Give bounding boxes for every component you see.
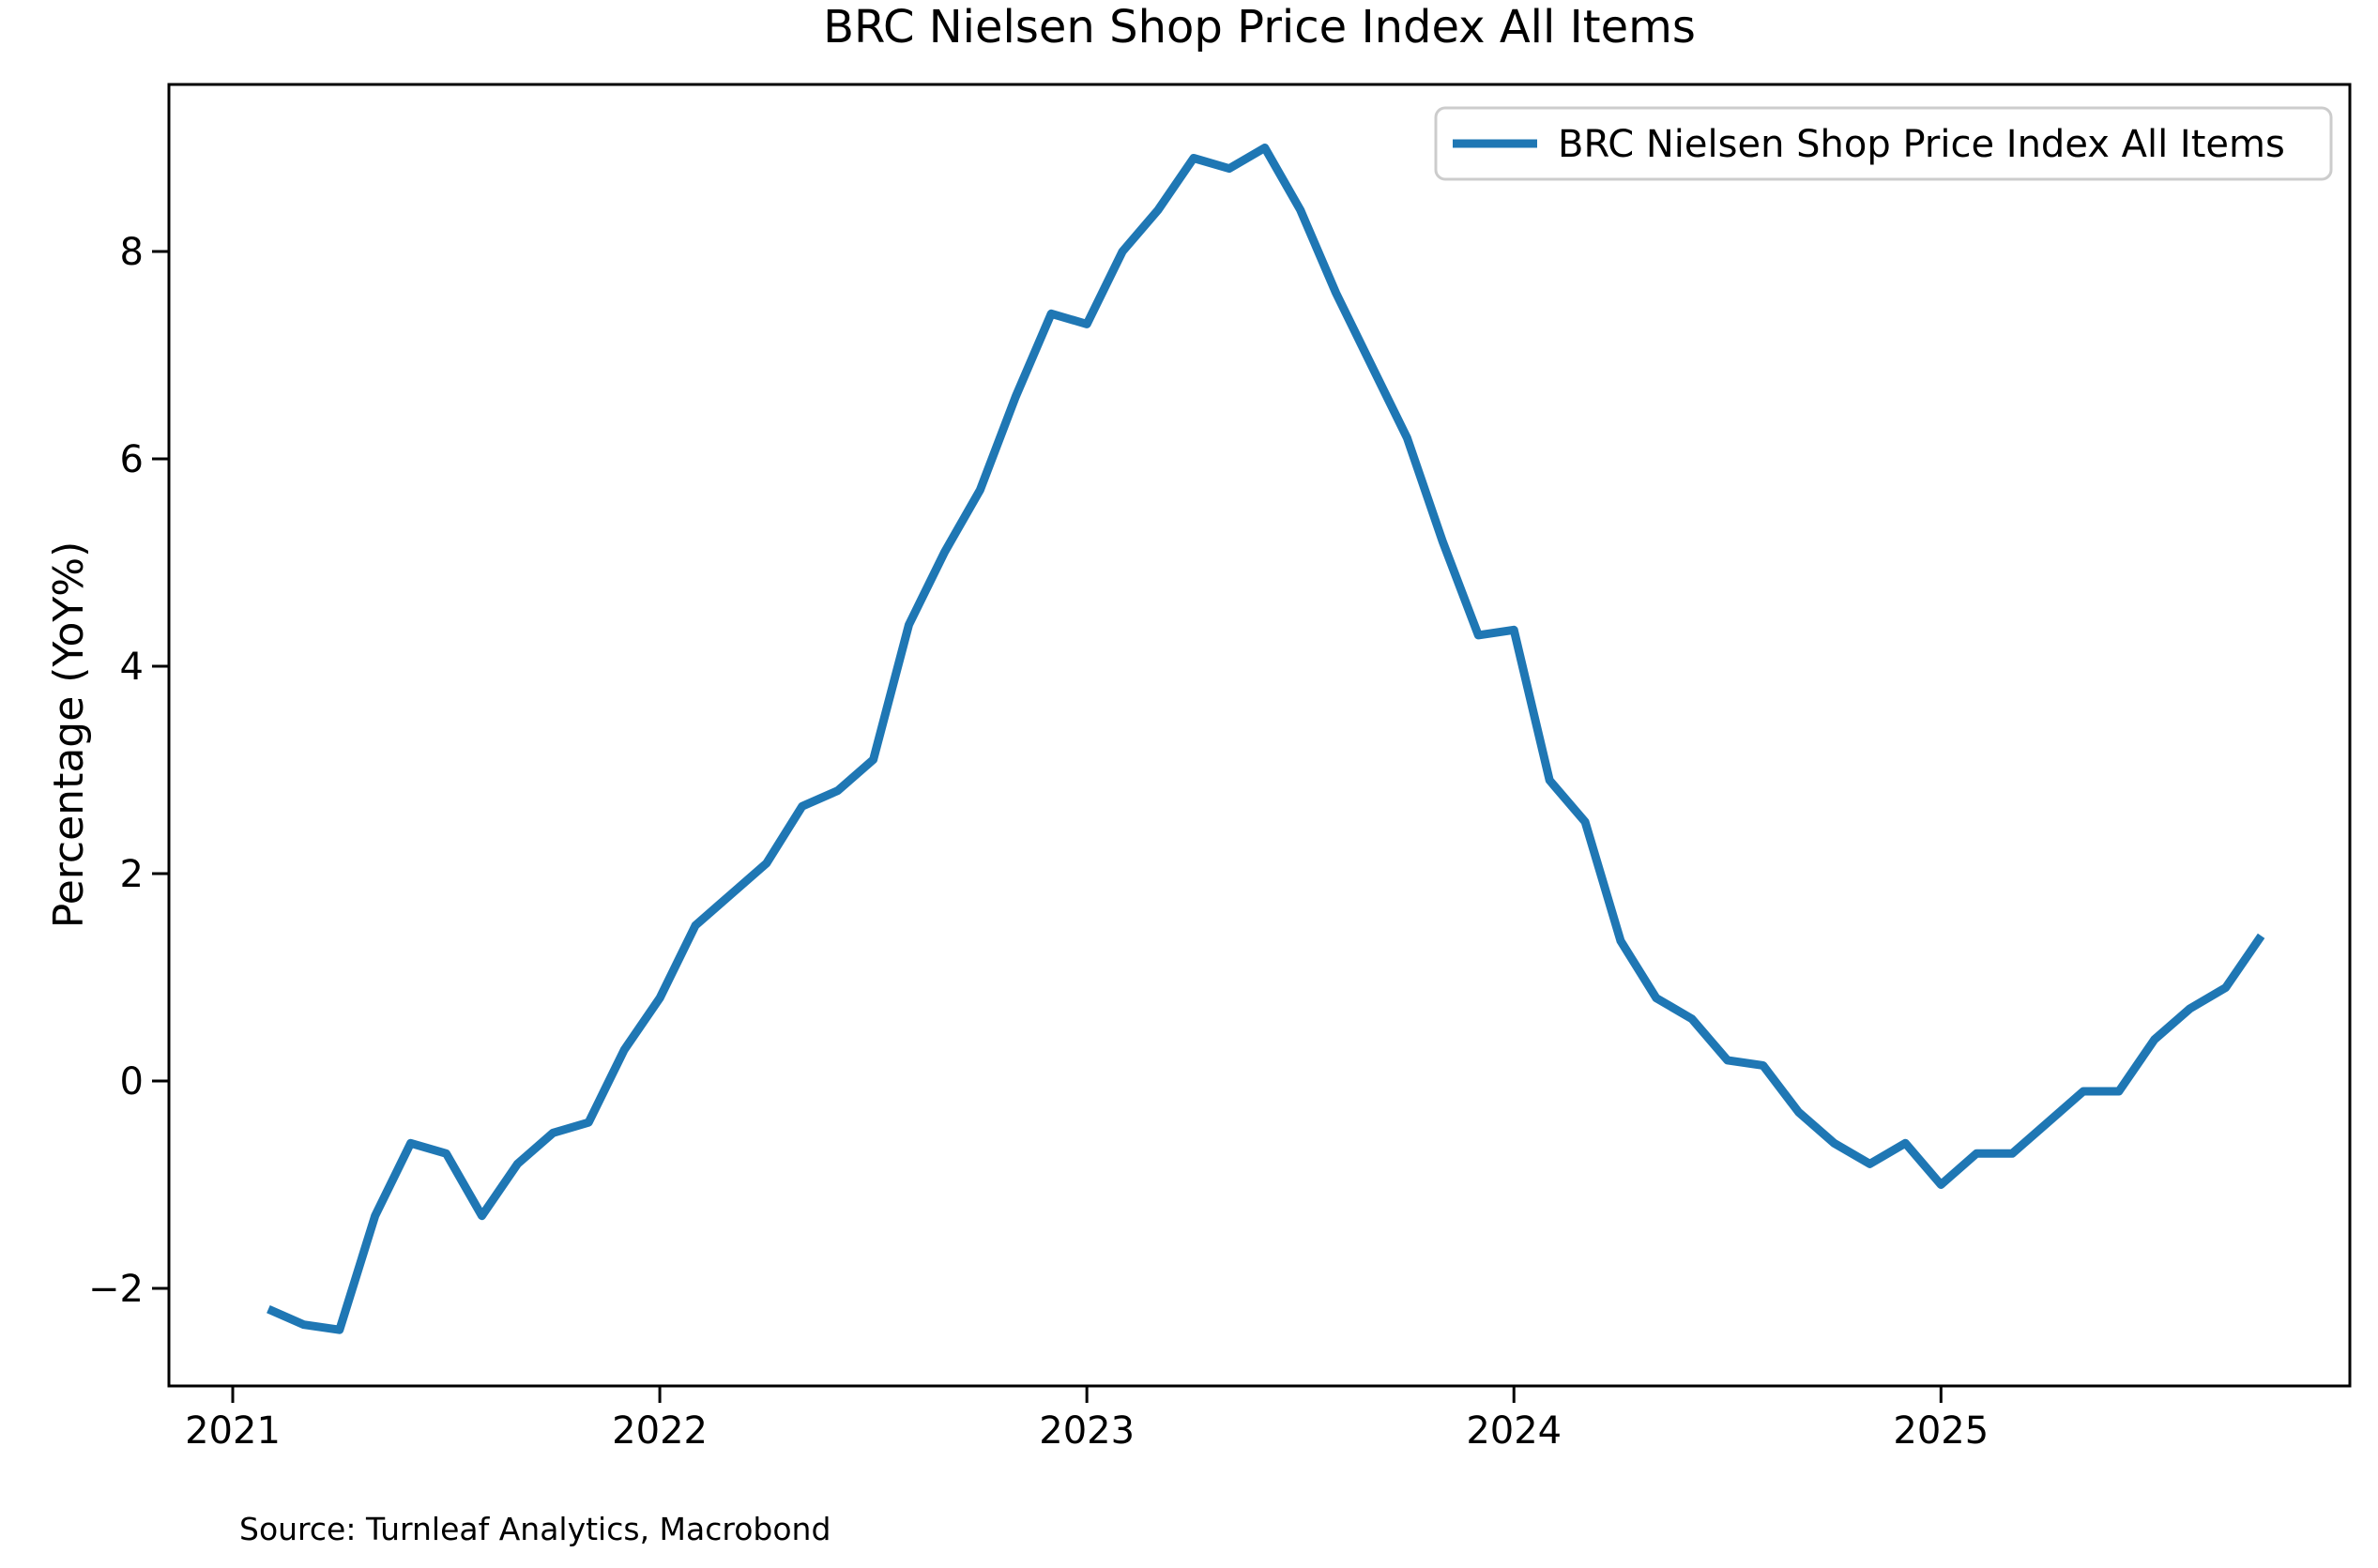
legend-label: BRC Nielsen Shop Price Index All Items [1558, 123, 2285, 166]
x-tick-label-2022: 2022 [612, 1409, 708, 1453]
y-tick-label-2: 2 [120, 853, 144, 896]
y-tick-label-0: 0 [120, 1060, 144, 1104]
y-axis-label: Percentage (YoY%) [45, 541, 93, 928]
x-tick-label-2021: 2021 [185, 1409, 281, 1453]
legend-box [1434, 106, 2333, 181]
y-tick-label-8: 8 [120, 231, 144, 274]
axis-ticks: 2021 2022 2023 2024 2025 8 6 4 2 0 −2 [88, 231, 1989, 1453]
plot-border [167, 83, 2352, 1388]
source-note: Source: Turnleaf Analytics, Macrobond [239, 1511, 831, 1547]
x-tick-label-2024: 2024 [1466, 1409, 1562, 1453]
y-tick-label-4: 4 [120, 646, 144, 689]
y-tick-label--2: −2 [88, 1268, 144, 1311]
x-tick-label-2023: 2023 [1039, 1409, 1135, 1453]
legend: BRC Nielsen Shop Price Index All Items [1434, 106, 2333, 181]
y-tick-label-6: 6 [120, 438, 144, 481]
chart-title: BRC Nielsen Shop Price Index All Items [823, 1, 1696, 53]
x-tick-label-2025: 2025 [1893, 1409, 1989, 1453]
series-line [267, 144, 2265, 1334]
